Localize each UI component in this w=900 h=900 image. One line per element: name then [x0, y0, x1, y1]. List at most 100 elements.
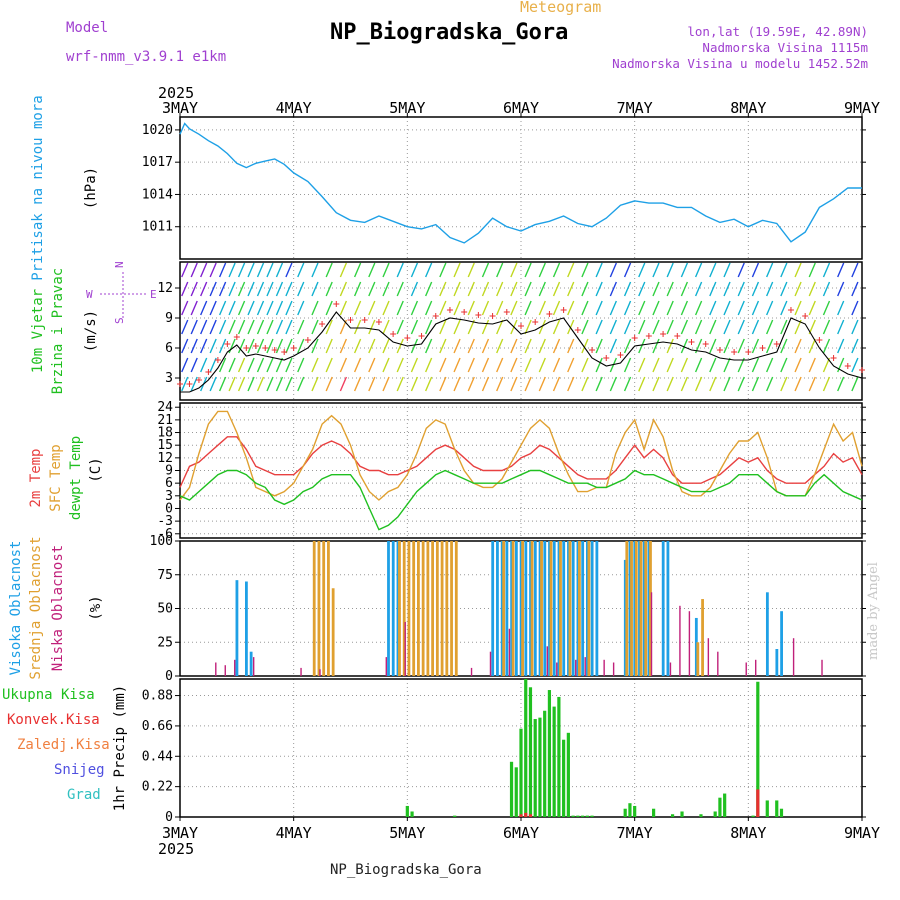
low-cloud-bar [556, 662, 558, 676]
wind-arrow [325, 281, 333, 297]
total-precip-bar [509, 761, 514, 817]
wind-arrow [425, 357, 433, 373]
wind-arrow [237, 376, 246, 392]
wind-arrow [666, 338, 674, 354]
y-tick-label: 0 [165, 810, 173, 825]
wind-arrow [623, 338, 632, 354]
wind-arrow [766, 319, 774, 335]
y-tick-label: -3 [157, 514, 173, 529]
wind-arrow [237, 262, 246, 278]
low-cloud-ylabel: Niska Oblacnost [50, 545, 66, 671]
total-precip-bar [756, 681, 760, 817]
total-precip-bar [524, 679, 528, 817]
wind-arrow [709, 281, 717, 297]
wind-arrow [680, 376, 689, 392]
wind-arrow [190, 338, 198, 354]
wind-arrow [510, 357, 518, 373]
wind-arrow [181, 357, 189, 373]
wind-arrow [709, 262, 717, 278]
wind-arrow [837, 338, 845, 354]
wind-arrow [794, 376, 802, 392]
wind-arrow [851, 376, 859, 392]
pressure-line [179, 122, 862, 244]
low-cloud-bar [508, 628, 511, 676]
wind-arrow [275, 357, 284, 373]
low-cloud-bar [688, 611, 691, 676]
location-coords: lon,lat (19.59E, 42.89N) [687, 24, 868, 39]
total-precip-bar [557, 696, 561, 817]
tsfc-ylabel: SFC Temp [48, 444, 64, 511]
wind-arrow [581, 338, 589, 354]
wind-arrow [609, 376, 617, 392]
x-label-top: 8MAY [730, 99, 766, 117]
wind-arrow [737, 262, 745, 278]
wind-arrow [325, 319, 333, 335]
y-tick-label: 3 [165, 489, 173, 504]
wind-arrow [723, 281, 731, 297]
wind-arrow [680, 357, 689, 373]
y-tick-label: 0.22 [142, 780, 173, 795]
wind-arrow [552, 262, 561, 278]
wind-arrow [510, 262, 518, 278]
high-cloud-bar [765, 592, 769, 676]
total-precip-bar [576, 815, 580, 817]
y-tick-label: 1014 [142, 187, 173, 202]
wind-arrow [237, 338, 246, 354]
mid-cloud-bar [331, 588, 335, 676]
high-cloud-bar [249, 651, 253, 676]
conv-precip-bar [528, 814, 533, 817]
chart-subtitle: Meteogram [520, 0, 602, 16]
wind-arrow [851, 262, 859, 278]
wind-arrow [228, 376, 236, 392]
wind-arrow [638, 376, 646, 392]
mid-cloud-bar [578, 541, 581, 676]
wind-arrow [780, 319, 788, 335]
wind-arrow [453, 262, 461, 278]
y-tick-label: 12 [157, 451, 173, 466]
wind-arrow [680, 281, 689, 297]
wind-arrow [638, 262, 646, 278]
high-cloud-bar [647, 541, 651, 676]
total-precip-bar [779, 808, 784, 817]
wind-arrow [609, 319, 617, 335]
total-precip-bar [528, 687, 533, 817]
mid-cloud-bar [587, 541, 591, 676]
y-tick-label: 1017 [142, 155, 173, 170]
wind-arrow [325, 376, 333, 392]
high-cloud-bar [387, 541, 390, 676]
wind-arrow [325, 300, 333, 316]
wind-arrow [453, 319, 461, 335]
wind-arrow [439, 357, 447, 373]
wind-arrow [822, 319, 831, 335]
x-label-top: 7MAY [617, 99, 653, 117]
low-cloud-bar [489, 651, 492, 676]
y-tick-label: 0.66 [142, 719, 173, 734]
precip-legend-0: Ukupna Kisa [2, 687, 95, 703]
wind-arrow [353, 357, 362, 373]
wind-arrow [285, 300, 293, 316]
wind-arrow [339, 357, 348, 373]
wind-arrow [439, 376, 447, 392]
wind-arrow [266, 376, 274, 392]
wind-arrow [822, 262, 831, 278]
year-label-bottom: 2025 [158, 840, 194, 858]
wind-arrow [339, 262, 348, 278]
wind-arrow [256, 357, 265, 373]
high-cloud-bar [524, 541, 528, 676]
wind-arrow [652, 376, 660, 392]
wind-arrow [410, 357, 419, 373]
wind-arrow [510, 338, 518, 354]
wind-arrow [595, 357, 603, 373]
wind-arrow [396, 281, 404, 297]
wind-arrow [552, 300, 561, 316]
wind-arrow [524, 300, 532, 316]
low-cloud-bar [707, 638, 710, 676]
y-tick-label: 9 [165, 464, 173, 479]
wind-arrow [256, 338, 265, 354]
wind-arrow [794, 338, 802, 354]
wind-arrow [266, 319, 274, 335]
wind-arrow [638, 319, 646, 335]
wind-arrow [237, 281, 246, 297]
total-precip-bar [670, 814, 675, 817]
wind-arrow [851, 300, 859, 316]
